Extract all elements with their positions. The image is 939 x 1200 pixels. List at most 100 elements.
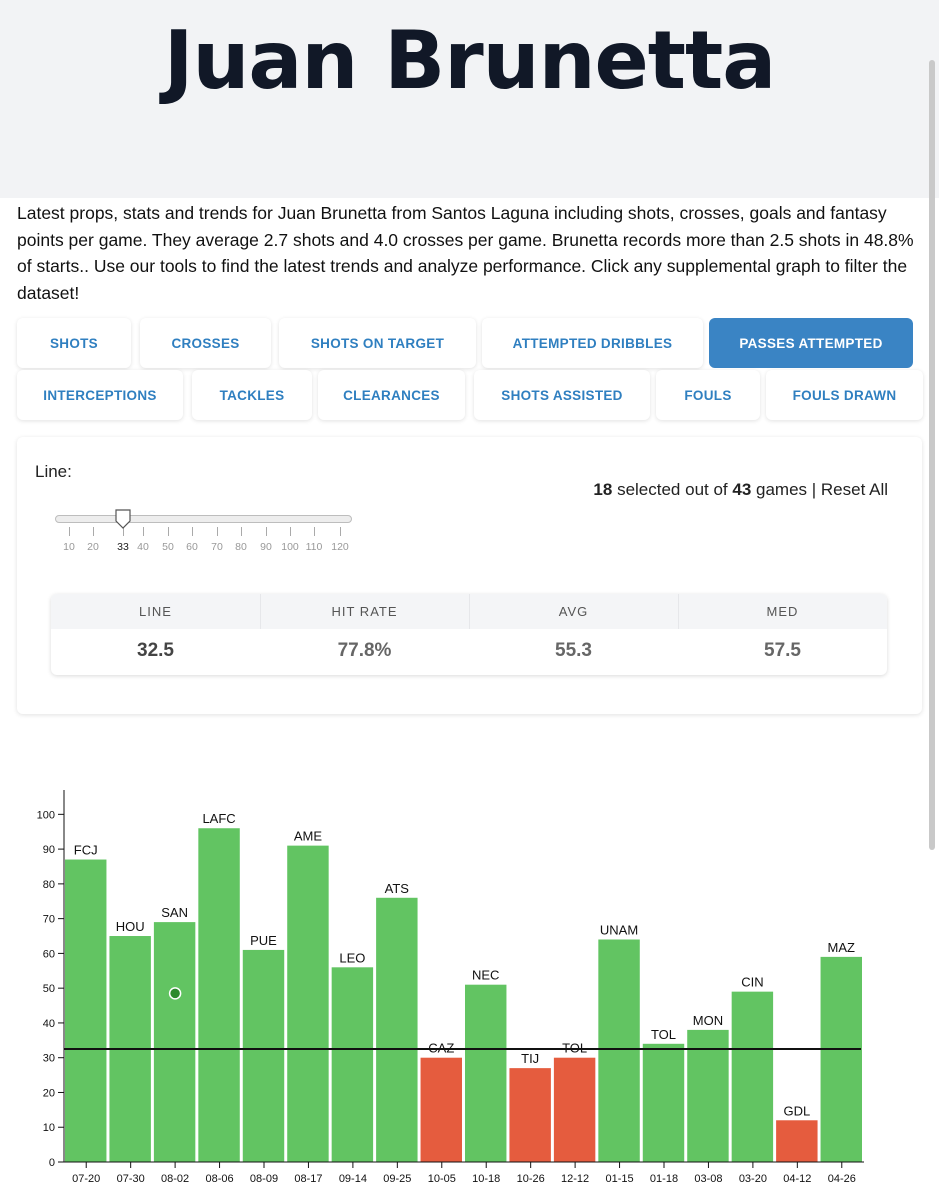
slider-tick-label: 10 (63, 541, 75, 553)
x-tick-label: 12-12 (561, 1173, 589, 1185)
y-tick-label: 0 (49, 1157, 55, 1169)
slider-tick (314, 527, 315, 536)
x-tick-label: 07-20 (72, 1173, 100, 1185)
slider-tick-label: 60 (186, 541, 198, 553)
selected-mid-text: selected out of (612, 480, 733, 499)
scrollbar[interactable] (929, 60, 935, 850)
tab-clearances[interactable]: CLEARANCES (318, 370, 465, 420)
stat-value: 77.8% (337, 640, 392, 661)
page-header: Juan Brunetta (0, 0, 939, 198)
stat-header: AVG (558, 604, 589, 619)
x-tick-label: 10-26 (517, 1173, 545, 1185)
bar-08-09 (242, 949, 285, 1162)
stat-line: LINE 32.5 (51, 594, 260, 675)
tab-shots-on-target[interactable]: SHOTS ON TARGET (279, 318, 476, 368)
slider-tick (192, 527, 193, 536)
y-tick-label: 50 (43, 983, 55, 995)
tab-tackles[interactable]: TACKLES (192, 370, 312, 420)
x-tick-label: 10-18 (472, 1173, 500, 1185)
slider-tick (290, 527, 291, 536)
line-slider[interactable]: 10 20 33 40 50 60 70 80 90 100 110 120 (55, 507, 355, 567)
stat-value: 55.3 (555, 640, 592, 661)
stat-hit-rate: HIT RATE 77.8% (260, 594, 469, 675)
x-tick-label: 08-06 (205, 1173, 233, 1185)
y-tick-label: 30 (43, 1053, 55, 1065)
x-tick-label: 08-09 (250, 1173, 278, 1185)
slider-thumb[interactable] (115, 509, 131, 529)
bar-opponent-label: LEO (339, 950, 365, 965)
y-tick-label: 70 (43, 914, 55, 926)
bar-04-26 (820, 956, 862, 1162)
bar-opponent-label: NEC (472, 968, 499, 983)
x-tick-label: 08-17 (294, 1173, 322, 1185)
stat-avg: AVG 55.3 (469, 594, 678, 675)
x-tick-label: 09-25 (383, 1173, 411, 1185)
stat-value: 57.5 (764, 640, 801, 661)
x-tick-label: 04-26 (828, 1173, 856, 1185)
bar-opponent-label: MON (693, 1013, 723, 1028)
y-tick-label: 40 (43, 1018, 55, 1030)
slider-tick-label: 120 (331, 541, 349, 553)
bar-03-20 (731, 991, 774, 1162)
slider-tick-label: 33 (117, 541, 129, 553)
slider-tick-label: 20 (87, 541, 99, 553)
tab-passes-attempted[interactable]: PASSES ATTEMPTED (709, 318, 913, 368)
bar-01-18 (642, 1043, 685, 1162)
y-tick-label: 90 (43, 844, 55, 856)
stat-value: 32.5 (137, 640, 174, 661)
tab-shots-assisted[interactable]: SHOTS ASSISTED (474, 370, 650, 420)
stat-divider (469, 594, 470, 629)
tab-attempted-dribbles[interactable]: ATTEMPTED DRIBBLES (482, 318, 703, 368)
y-tick-label: 60 (43, 948, 55, 960)
x-tick-label: 10-05 (428, 1173, 456, 1185)
x-tick-label: 07-30 (117, 1173, 145, 1185)
bar-opponent-label: LAFC (202, 811, 235, 826)
tab-fouls-drawn[interactable]: FOULS DRAWN (766, 370, 923, 420)
bar-09-25 (376, 897, 418, 1162)
bar-opponent-label: TIJ (521, 1051, 539, 1066)
slider-tick (69, 527, 70, 536)
selection-info: 18 selected out of 43 games | Reset All (593, 480, 888, 500)
slider-tick-label: 100 (281, 541, 299, 553)
hover-marker (168, 987, 182, 1000)
bar-opponent-label: TOL (651, 1027, 676, 1042)
bar-opponent-label: AME (294, 829, 323, 844)
y-tick-label: 80 (43, 879, 55, 891)
bar-09-14 (331, 967, 374, 1162)
bar-10-05 (420, 1057, 462, 1162)
slider-tick-label: 40 (137, 541, 149, 553)
slider-track[interactable] (55, 515, 352, 523)
y-tick-label: 100 (37, 809, 55, 821)
line-label: Line: (35, 462, 72, 481)
bar-01-15 (598, 939, 640, 1162)
selected-count: 18 (593, 480, 613, 499)
tab-shots[interactable]: SHOTS (17, 318, 131, 368)
slider-tick (340, 527, 341, 536)
bar-opponent-label: FCJ (74, 843, 98, 858)
bar-chart-svg: 0 10 20 30 40 50 60 70 80 90 100 FCJ 07-20 HOU 07-30 SA… (37, 790, 864, 1185)
stat-divider (260, 594, 261, 629)
bar-opponent-label: SAN (161, 905, 188, 920)
bar-10-18 (465, 984, 507, 1162)
bar-opponent-label: HOU (116, 919, 145, 934)
x-tick-label: 03-20 (739, 1173, 767, 1185)
reset-all-link[interactable]: games | Reset All (751, 480, 888, 499)
bar-08-17 (287, 845, 329, 1162)
bar-opponent-label: PUE (250, 933, 277, 948)
stat-header: LINE (139, 604, 172, 619)
bar-opponent-label: UNAM (600, 922, 638, 937)
y-tick-label: 20 (43, 1087, 55, 1099)
bar-04-12 (776, 1120, 818, 1162)
page-title: Juan Brunetta (163, 14, 777, 107)
stats-table: LINE 32.5 HIT RATE 77.8% AVG 55.3 MED 57.5 (51, 594, 887, 675)
tab-crosses[interactable]: CROSSES (140, 318, 271, 368)
slider-tick (266, 527, 267, 536)
x-tick-label: 01-15 (605, 1173, 633, 1185)
tab-interceptions[interactable]: INTERCEPTIONS (17, 370, 183, 420)
slider-tick-label: 50 (162, 541, 174, 553)
x-tick-label: 04-12 (783, 1173, 811, 1185)
bar-opponent-label: MAZ (828, 940, 856, 955)
tab-fouls[interactable]: FOULS (656, 370, 760, 420)
bar-opponent-label: CIN (741, 975, 763, 990)
slider-ticks: 10 20 33 40 50 60 70 80 90 100 110 120 (55, 527, 355, 557)
